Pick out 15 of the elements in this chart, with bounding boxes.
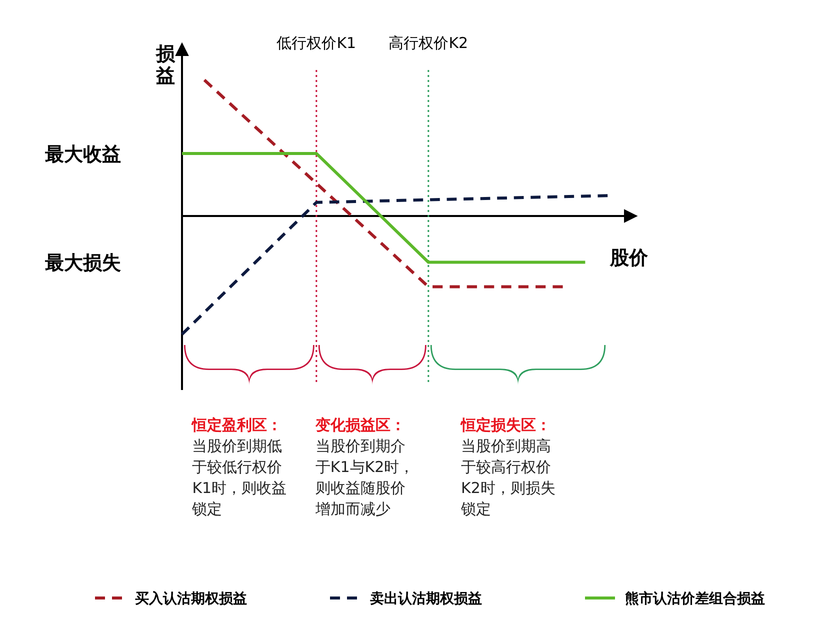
legend-label: 买入认沽期权损益 bbox=[135, 591, 247, 607]
x-axis-title: 股价 bbox=[609, 247, 649, 269]
x-tick-label: 低行权价K1 bbox=[276, 34, 356, 52]
x-tick-label: 高行权价K2 bbox=[388, 34, 468, 52]
text: 最大损失 bbox=[44, 252, 121, 274]
text: 变化损益区： bbox=[314, 416, 406, 434]
text: 当股价到期低于较低行权价K1时，则收益锁定 bbox=[191, 437, 287, 518]
legend-label: 熊市认沽价差组合损益 bbox=[625, 590, 765, 607]
text: 最大收益 bbox=[44, 143, 121, 166]
text: 当股价到期介于K1与K2时，则收益随股价增加而减少 bbox=[314, 437, 414, 518]
legend-label: 卖出认沽期权损益 bbox=[370, 591, 482, 607]
y-axis-title: 损益 bbox=[155, 43, 176, 87]
text: 当股价到期高于较高行权价K2时，则损失锁定 bbox=[460, 437, 556, 518]
text: 恒定盈利区： bbox=[191, 416, 282, 434]
text: 恒定损失区： bbox=[460, 416, 551, 434]
